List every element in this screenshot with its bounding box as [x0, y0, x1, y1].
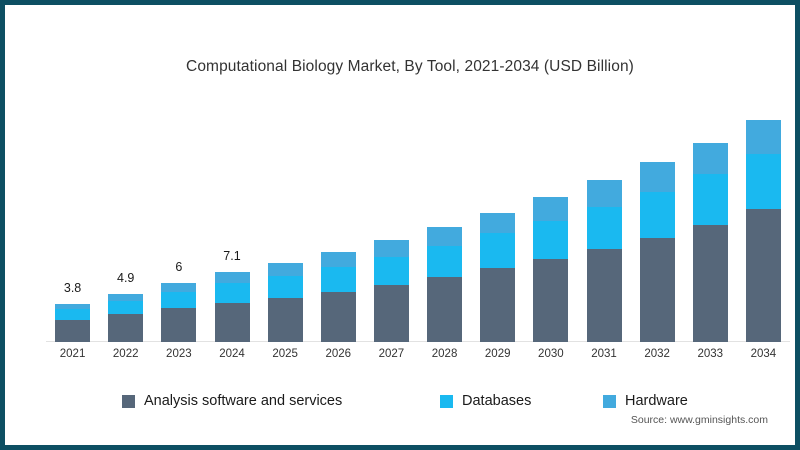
- bar-segment-analysis-software-and-services[interactable]: [533, 259, 569, 342]
- bar-segment-hardware[interactable]: [586, 180, 622, 207]
- bar-segment-databases[interactable]: [692, 174, 728, 225]
- bar-segment-databases[interactable]: [267, 275, 303, 298]
- bar-column[interactable]: [427, 227, 463, 342]
- bar-column[interactable]: [586, 180, 622, 342]
- chart-title: Computational Biology Market, By Tool, 2…: [186, 58, 634, 75]
- bar-column[interactable]: [639, 162, 675, 342]
- bar-column[interactable]: [480, 212, 516, 342]
- bar-column[interactable]: [108, 293, 144, 342]
- bar-column[interactable]: [320, 252, 356, 342]
- bar-column[interactable]: [55, 304, 91, 342]
- x-axis-tick-2029: 2029: [484, 348, 511, 360]
- x-axis-tick-2031: 2031: [591, 348, 617, 360]
- legend-swatch-icon: [122, 394, 135, 408]
- bar-column[interactable]: [692, 142, 728, 342]
- bar-segment-analysis-software-and-services[interactable]: [55, 320, 91, 342]
- bar-segment-databases[interactable]: [55, 309, 91, 321]
- legend-swatch-icon: [440, 394, 453, 408]
- x-axis-tick-2024: 2024: [219, 348, 245, 360]
- bar-segment-analysis-software-and-services[interactable]: [480, 267, 516, 342]
- bar-segment-analysis-software-and-services[interactable]: [108, 314, 144, 342]
- bar-segment-hardware[interactable]: [373, 240, 409, 258]
- legend-label: Analysis software and services: [144, 393, 343, 409]
- bar-segment-analysis-software-and-services[interactable]: [427, 276, 463, 342]
- bar-segment-databases[interactable]: [373, 257, 409, 285]
- x-axis-tick-2034: 2034: [750, 348, 777, 360]
- bar-segment-databases[interactable]: [427, 246, 463, 277]
- bar-segment-hardware[interactable]: [267, 263, 303, 276]
- bar-segment-databases[interactable]: [533, 220, 569, 260]
- legend-item-hardware[interactable]: Hardware: [603, 393, 688, 409]
- bar-segment-analysis-software-and-services[interactable]: [373, 284, 409, 342]
- bar-segment-hardware[interactable]: [320, 252, 356, 267]
- bar-segment-analysis-software-and-services[interactable]: [214, 302, 250, 342]
- bar-segment-analysis-software-and-services[interactable]: [639, 238, 675, 342]
- legend-item-analysis-software-and-services[interactable]: Analysis software and services: [122, 393, 342, 409]
- x-axis-tick-2021: 2021: [59, 348, 86, 360]
- bar-segment-hardware[interactable]: [214, 271, 250, 283]
- x-axis-tick-2028: 2028: [431, 348, 458, 360]
- legend-label: Hardware: [625, 393, 688, 409]
- bar-column[interactable]: [214, 271, 250, 342]
- bar-column[interactable]: [745, 119, 781, 342]
- chart-legend: Analysis software and services Databases…: [10, 391, 800, 415]
- bar-segment-analysis-software-and-services[interactable]: [267, 297, 303, 342]
- bar-segment-analysis-software-and-services[interactable]: [692, 224, 728, 342]
- bar-value-label: 4.9: [117, 270, 135, 285]
- x-axis-tick-2030: 2030: [538, 348, 564, 360]
- bar-column[interactable]: [533, 196, 569, 342]
- bar-segment-analysis-software-and-services[interactable]: [161, 308, 197, 342]
- source-attribution: Source: www.gminsights.com: [630, 414, 768, 426]
- bar-segment-hardware[interactable]: [427, 227, 463, 247]
- bar-segment-analysis-software-and-services[interactable]: [745, 208, 781, 342]
- bar-segment-hardware[interactable]: [161, 282, 197, 292]
- bar-column[interactable]: [161, 282, 197, 342]
- x-axis-tick-2026: 2026: [325, 348, 352, 360]
- bar-segment-hardware[interactable]: [533, 196, 569, 221]
- x-axis-line: [46, 341, 790, 342]
- bar-segment-databases[interactable]: [161, 291, 197, 309]
- plot-area: 3.8 4.9 6 7.1: [46, 105, 790, 342]
- bar-column[interactable]: [373, 240, 409, 342]
- bar-value-label: 6: [175, 259, 183, 274]
- x-axis-tick-2022: 2022: [112, 348, 139, 360]
- bar-segment-analysis-software-and-services[interactable]: [586, 249, 622, 342]
- bar-segment-hardware[interactable]: [55, 304, 91, 310]
- bar-segment-hardware[interactable]: [692, 142, 728, 175]
- bar-segment-hardware[interactable]: [480, 212, 516, 234]
- x-axis-tick-2032: 2032: [644, 348, 670, 360]
- x-axis-tick-2027: 2027: [378, 348, 405, 360]
- bar-column[interactable]: [267, 263, 303, 342]
- bar-segment-hardware[interactable]: [639, 162, 675, 192]
- bar-segment-databases[interactable]: [480, 233, 516, 268]
- bar-value-label: 3.8: [63, 281, 82, 296]
- bar-segment-databases[interactable]: [214, 282, 250, 303]
- bar-value-label: 7.1: [223, 248, 241, 263]
- bar-segment-databases[interactable]: [108, 300, 144, 315]
- bar-segment-analysis-software-and-services[interactable]: [320, 291, 356, 342]
- bar-segment-hardware[interactable]: [745, 119, 781, 155]
- bar-segment-databases[interactable]: [639, 191, 675, 239]
- bar-segment-databases[interactable]: [586, 206, 622, 250]
- x-axis-tick-2025: 2025: [272, 348, 298, 360]
- bar-segment-databases[interactable]: [745, 154, 781, 209]
- bar-segment-databases[interactable]: [320, 266, 356, 292]
- x-axis-tick-2033: 2033: [697, 348, 724, 360]
- legend-label: Databases: [462, 393, 532, 409]
- bar-segment-hardware[interactable]: [108, 293, 144, 301]
- legend-swatch-icon: [603, 394, 616, 408]
- x-axis-tick-2023: 2023: [166, 348, 192, 360]
- chart-canvas: Computational Biology Market, By Tool, 2…: [10, 10, 790, 440]
- legend-item-databases[interactable]: Databases: [440, 393, 531, 409]
